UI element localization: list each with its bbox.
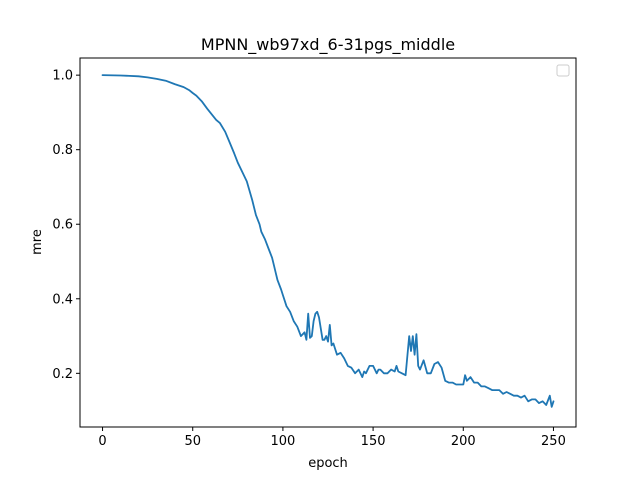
y-axis: 0.2 0.4 0.6 0.8 1.0 — [52, 69, 80, 382]
y-tick-label: 1.0 — [52, 69, 73, 84]
y-tick-label: 0.6 — [52, 218, 73, 233]
y-tick-label: 0.4 — [52, 292, 73, 307]
x-tick-label: 50 — [184, 434, 201, 449]
plot-area — [101, 74, 555, 408]
legend-box — [556, 64, 570, 77]
y-tick-label: 0.2 — [52, 367, 73, 382]
x-axis: 0 50 100 150 200 250 — [98, 427, 566, 449]
series-line — [101, 74, 555, 408]
y-axis-label: mre — [30, 229, 45, 255]
chart-title: MPNN_wb97xd_6-31pgs_middle — [201, 35, 455, 55]
x-tick-label: 150 — [361, 434, 386, 449]
y-tick-label: 0.8 — [52, 143, 73, 158]
x-tick-label: 0 — [98, 434, 106, 449]
plot-frame — [79, 57, 577, 428]
x-axis-label: epoch — [308, 456, 348, 471]
x-tick-label: 200 — [451, 434, 476, 449]
x-tick-label: 100 — [270, 434, 295, 449]
x-tick-label: 250 — [541, 434, 566, 449]
